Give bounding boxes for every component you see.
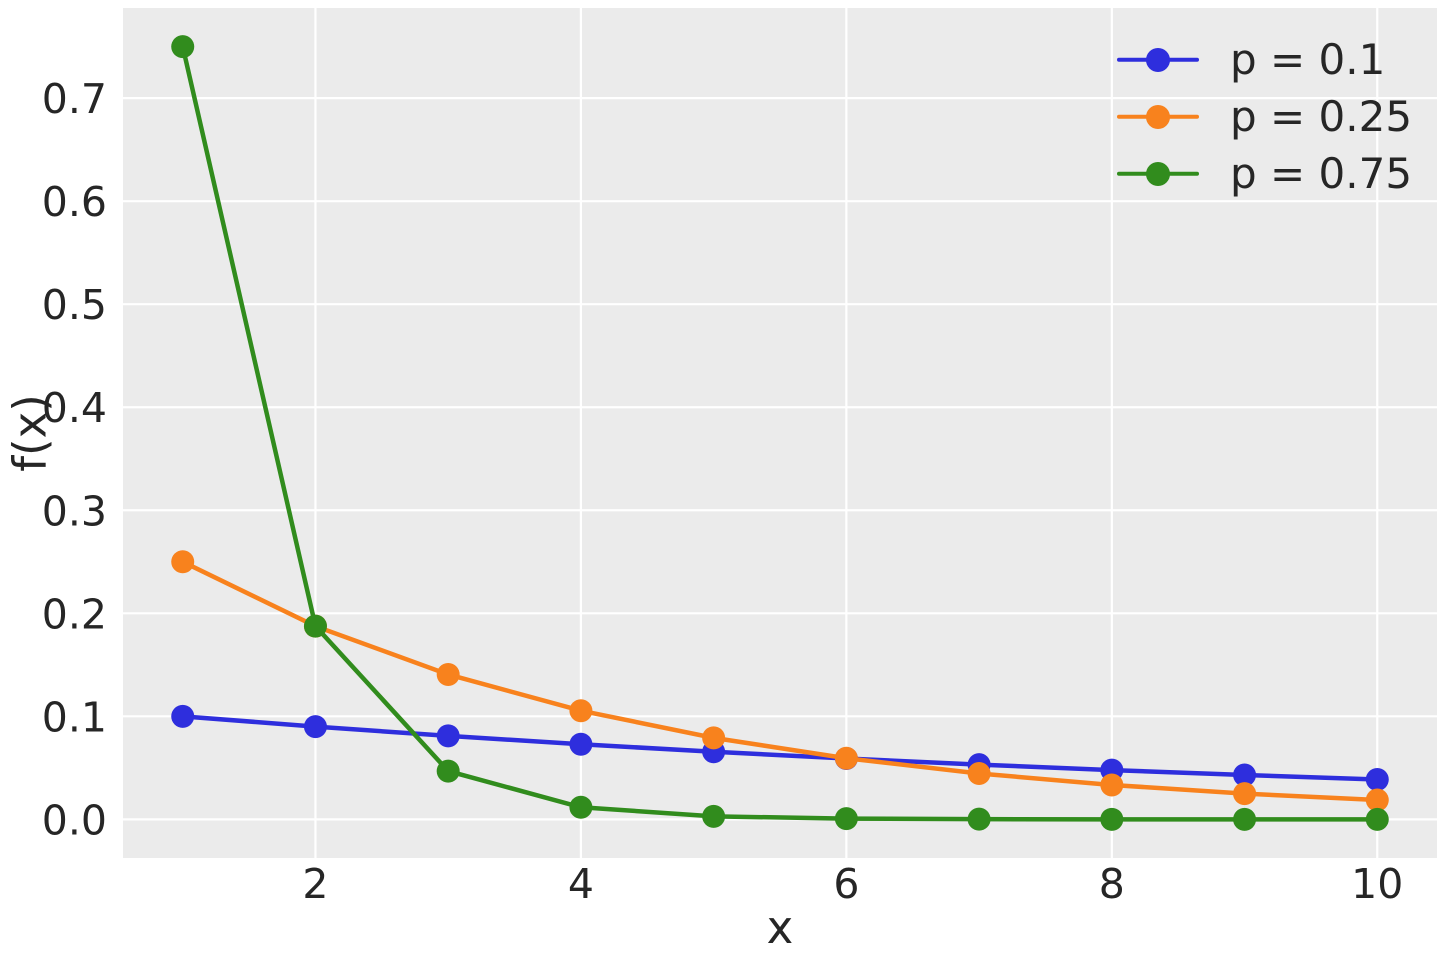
data-point bbox=[834, 807, 858, 831]
data-point bbox=[967, 807, 991, 831]
legend-dot-icon bbox=[1146, 47, 1170, 72]
data-point bbox=[303, 614, 327, 638]
data-point bbox=[1233, 807, 1257, 831]
y-tick-label: 0.7 bbox=[42, 75, 107, 123]
data-point bbox=[171, 704, 195, 728]
data-point bbox=[436, 724, 460, 748]
data-point bbox=[1365, 788, 1389, 812]
series-p=0.1 bbox=[171, 704, 1389, 791]
series-line bbox=[180, 44, 1380, 822]
x-tick-label: 6 bbox=[833, 860, 859, 908]
legend-marker-orange bbox=[1117, 104, 1199, 129]
legend-label: p = 0.1 bbox=[1230, 34, 1386, 84]
x-tick-label: 4 bbox=[568, 860, 594, 908]
data-point bbox=[1233, 782, 1257, 806]
legend: p = 0.1 p = 0.25 p = 0.75 bbox=[1117, 31, 1412, 202]
legend-marker-blue bbox=[1117, 47, 1199, 72]
x-tick-label: 8 bbox=[1099, 860, 1125, 908]
data-point bbox=[1233, 763, 1257, 787]
data-point bbox=[967, 762, 991, 786]
data-point bbox=[834, 746, 858, 770]
y-axis-label: f(x) bbox=[3, 394, 57, 472]
data-point bbox=[171, 550, 195, 574]
legend-dot-icon bbox=[1146, 161, 1170, 186]
data-point bbox=[303, 715, 327, 739]
data-point bbox=[171, 35, 195, 59]
y-tick-label: 0.4 bbox=[42, 384, 107, 432]
series-line bbox=[180, 559, 1380, 803]
data-point bbox=[1100, 773, 1124, 797]
legend-dot-icon bbox=[1146, 104, 1170, 129]
legend-item-p-0.75: p = 0.75 bbox=[1117, 145, 1412, 202]
data-point bbox=[569, 795, 593, 819]
series-line bbox=[180, 714, 1380, 782]
data-point bbox=[702, 726, 726, 750]
y-tick-label: 0.5 bbox=[42, 281, 107, 329]
series-p=0.75 bbox=[171, 35, 1389, 831]
y-tick-label: 0.1 bbox=[42, 693, 107, 741]
x-tick-label: 10 bbox=[1351, 860, 1403, 908]
data-point bbox=[1100, 807, 1124, 831]
data-point bbox=[1365, 807, 1389, 831]
y-tick-label: 0.3 bbox=[42, 487, 107, 535]
x-tick-label: 2 bbox=[302, 860, 328, 908]
data-point bbox=[436, 662, 460, 686]
data-point bbox=[702, 804, 726, 828]
y-tick-label: 0.2 bbox=[42, 590, 107, 638]
data-point bbox=[436, 759, 460, 783]
y-tick-label: 0.6 bbox=[42, 178, 107, 226]
data-point bbox=[569, 699, 593, 723]
legend-item-p-0.25: p = 0.25 bbox=[1117, 88, 1412, 145]
legend-item-p-0.1: p = 0.1 bbox=[1117, 31, 1412, 88]
legend-label: p = 0.75 bbox=[1230, 148, 1413, 198]
data-point bbox=[1365, 767, 1389, 791]
x-axis-label: x bbox=[766, 901, 794, 954]
y-tick-label: 0.0 bbox=[42, 796, 107, 844]
data-point bbox=[569, 732, 593, 756]
legend-marker-green bbox=[1117, 161, 1199, 186]
legend-label: p = 0.25 bbox=[1230, 91, 1413, 141]
tick-labels: 0.0 0.1 0.2 0.3 0.4 0.5 0.6 0.7 2 4 6 8 10 bbox=[42, 75, 1404, 908]
